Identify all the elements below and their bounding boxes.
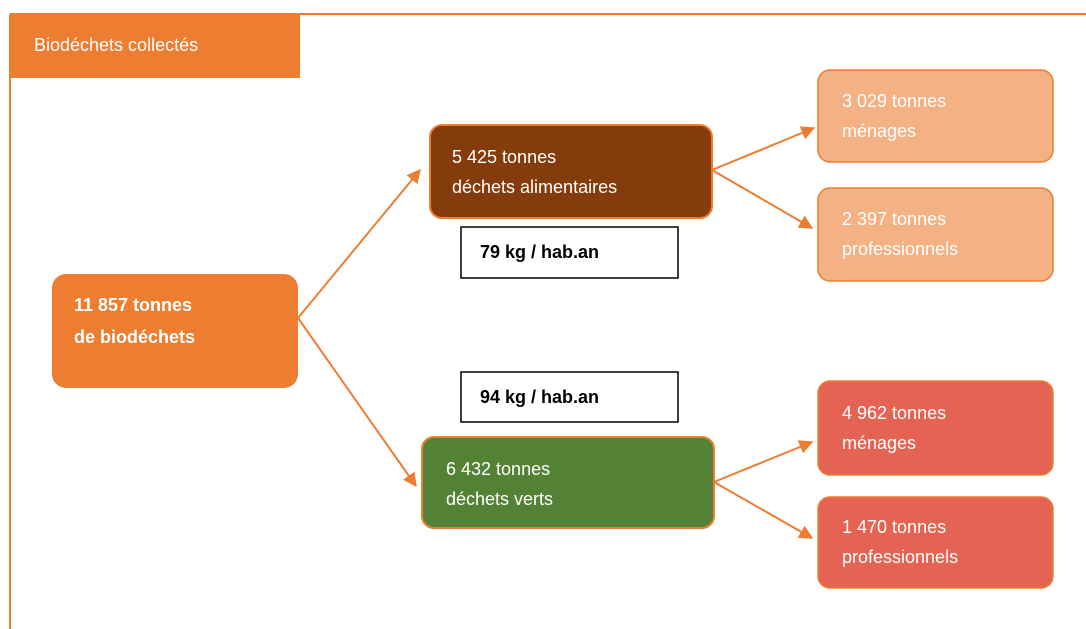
node-box [817, 380, 1054, 476]
node-box [817, 69, 1054, 163]
node-box [52, 274, 298, 388]
node-text: 6 432 tonnes [446, 459, 550, 479]
node-text: de biodéchets [74, 327, 195, 347]
ratio-text: 79 kg / hab.an [480, 242, 599, 262]
title-box [10, 14, 300, 78]
arrow [713, 481, 814, 539]
node-text: professionnels [842, 547, 958, 567]
node-text: 5 425 tonnes [452, 147, 556, 167]
node-box [429, 124, 713, 219]
node-box [817, 496, 1054, 589]
title: Biodéchets collectés [34, 35, 198, 55]
node-box [817, 187, 1054, 282]
ratio-box [460, 226, 679, 279]
node-text: professionnels [842, 239, 958, 259]
ratio-box [460, 371, 679, 423]
arrow [711, 126, 816, 171]
node-text: 2 397 tonnes [842, 209, 946, 229]
node-text: 11 857 tonnes [74, 295, 192, 315]
node-box [421, 436, 715, 529]
node-text: 3 029 tonnes [842, 91, 946, 111]
node-text: 4 962 tonnes [842, 403, 946, 423]
node-text: 1 470 tonnes [842, 517, 946, 537]
arrows [297, 126, 816, 539]
node-text: déchets alimentaires [452, 177, 617, 197]
arrow [713, 440, 814, 483]
arrow [297, 317, 417, 488]
node-text: ménages [842, 121, 916, 141]
arrow [711, 169, 814, 229]
arrow [297, 168, 421, 319]
node-text: déchets verts [446, 489, 553, 509]
node-text: ménages [842, 433, 916, 453]
ratio-text: 94 kg / hab.an [480, 387, 599, 407]
